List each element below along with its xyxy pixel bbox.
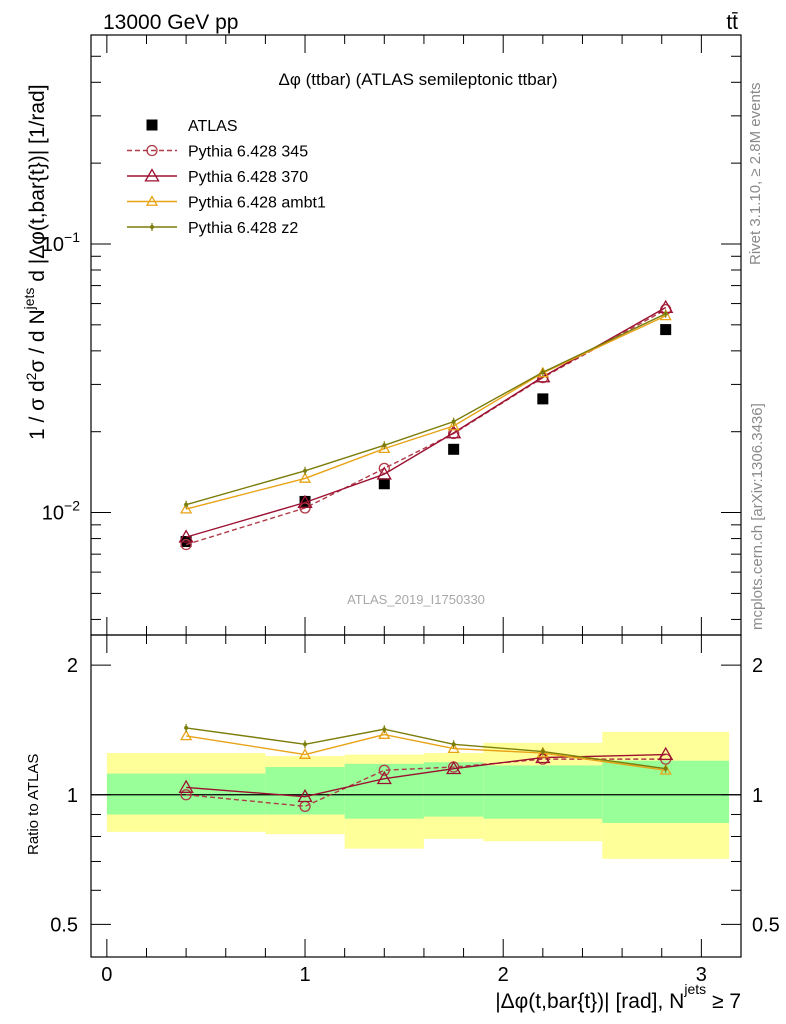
data-point-circle [146,144,158,157]
main-plot-panel: 10−110−2 Δφ (ttbar) (ATLAS semileptonic … [42,34,742,636]
mcplots-label: mcplots.cern.ch [arXiv:1306.3436] [749,403,766,630]
ratio-y-tick-label: 2 [67,655,78,677]
ratio-series-line [186,753,666,798]
x-axis-title-text: |Δφ(t,bar{t})| [rad], N [495,990,684,1013]
ratio-plot-panel: 0 1 2 3 2 2 1 1 0.5 0.5 [50,634,780,986]
x-tick-label: 0 [101,964,112,986]
y-axis-title-part: 2 [23,372,39,380]
data-point-circle [180,789,192,801]
y-tick-base: 10 [42,503,64,525]
x-axis-title-sup: jets [683,981,706,997]
data-point-triangle [144,168,160,182]
legend-label: ATLAS [188,118,238,135]
data-point-square [660,324,672,336]
uncertainty-band-inner [423,762,484,817]
data-point-triangle [376,466,392,480]
legend: ATLAS Pythia 6.428 345 Pythia 6.428 370 Pyt… [127,118,326,237]
y-axis-title-part: jets [21,288,37,311]
header-left-label: 13000 GeV pp [103,11,238,34]
data-point-triangle [297,788,313,803]
data-point-triangle [297,494,313,509]
data-point-square [299,495,311,507]
data-point-triangle [658,746,674,761]
y-tick-exponent: −2 [64,498,80,514]
data-point-circle [180,538,192,551]
data-point-triangle [446,760,462,775]
legend-label: Pythia 6.428 z2 [188,220,298,237]
data-point-circle [378,764,390,776]
data-point-triangle [447,742,460,754]
data-point-triangle [659,763,672,775]
legend-label: Pythia 6.428 ambt1 [188,195,326,212]
data-point-triangle [178,779,194,793]
y-tick-label: 10−1 [42,229,80,256]
series-line [185,313,666,506]
data-point-circle [448,427,460,440]
data-point-triangle [145,195,159,206]
data-point-triangle [298,472,312,483]
data-point-triangle [378,442,391,454]
data-point-triangle [446,425,462,439]
ratio-series-line [186,758,666,808]
x-axis-title-suffix: ≥ 7 [706,990,741,1013]
data-point-triangle [536,366,549,378]
rivet-version-label: Rivet 3.1.10, ≥ 2.8M events [747,83,764,266]
data-point-square [146,119,158,131]
y-axis-title-part: σ / d N [26,309,49,372]
x-tick-label: 3 [696,964,707,986]
series-line [185,315,666,510]
uncertainty-band-inner [483,765,603,819]
ratio-series-line [186,733,666,771]
analysis-watermark: ATLAS_2019_I1750330 [347,592,485,607]
data-point-triangle [376,770,392,785]
data-point-triangle [298,748,312,759]
data-point-triangle [178,529,194,543]
series-line [185,308,667,546]
data-point-triangle [180,502,193,514]
legend-label: Pythia 6.428 370 [188,169,308,186]
y-axis-title-ratio: Ratio to ATLAS [25,754,42,855]
y-tick-label: 10−2 [42,498,80,525]
y-axis-title-main: 1 / σ d2σ / d Njets d |Δφ(t,bar{t})| [1/… [21,84,49,440]
ratio-series-line [186,727,666,770]
header-right-label: tt̄ [726,11,738,34]
x-tick-label: 1 [299,964,310,986]
ratio-y-tick-label-right: 1 [752,785,763,807]
data-point-triangle [447,419,460,431]
data-point-triangle [180,729,193,741]
y-tick-base: 10 [42,234,64,256]
data-point-square [537,393,549,405]
series-line [185,306,667,538]
svg-text:1 / σ d2σ / d Njets d |Δφ(t,: 1 / σ d2σ / d Njets d |Δφ(t,bar{t})| [1/… [21,84,49,440]
svg-text:|Δφ(t,bar{t})| [rad], Njets ≥: |Δφ(t,bar{t})| [rad], Njets ≥ 7 [495,981,741,1013]
ratio-plot-frame [90,634,742,958]
ratio-y-tick-label: 0.5 [50,914,78,936]
data-point-triangle [378,728,391,739]
y-axis-title-part: d |Δφ(t,bar{t})| [1/rad] [26,84,49,287]
data-point-square [448,443,460,455]
plot-title: Δφ (ttbar) (ATLAS semileptonic ttbar) [278,70,557,89]
x-tick-label: 2 [498,964,509,986]
ratio-y-tick-label-right: 2 [752,655,763,677]
data-point-square [378,478,390,490]
ratio-y-tick-label: 1 [67,785,78,807]
x-axis-title: |Δφ(t,bar{t})| [rad], Njets ≥ 7 [495,981,741,1013]
legend-label: Pythia 6.428 345 [188,144,308,161]
y-axis-title-part: 1 / σ d [26,380,49,440]
ratio-y-tick-label-right: 0.5 [752,914,780,936]
y-tick-exponent: −1 [64,229,80,245]
